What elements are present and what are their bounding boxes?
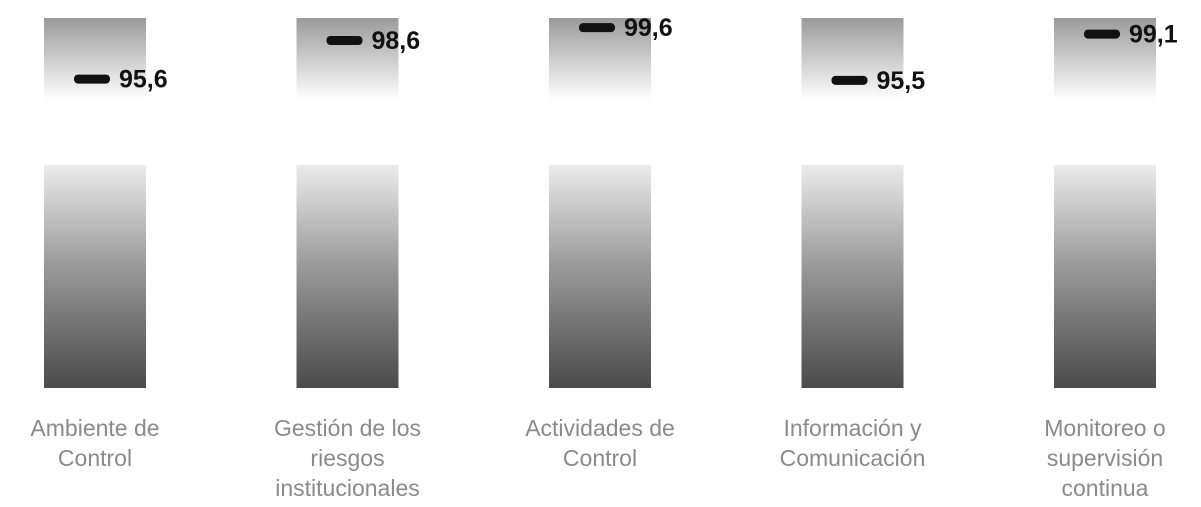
bar <box>296 165 399 388</box>
bars-layer <box>44 18 1156 388</box>
bar-upper-block <box>296 18 399 100</box>
markers-layer: 95,6 98,6 99,6 95,5 99,1 <box>74 14 1178 95</box>
category-label-line: Actividades de <box>525 415 675 441</box>
bar <box>44 165 146 388</box>
labels-layer: Ambiente de Control Gestión de los riesgos i… <box>30 415 1165 501</box>
bar <box>1054 165 1156 388</box>
category-label: Ambiente de Control <box>30 415 159 471</box>
value-marker <box>579 23 615 33</box>
category-label-line: Comunicación <box>780 445 926 471</box>
category-label-line: Monitoreo o <box>1044 415 1165 441</box>
data-label: 99,1 <box>1129 21 1178 49</box>
category-label: Actividades de Control <box>525 415 675 471</box>
category-label-line: riesgos <box>310 445 384 471</box>
data-label: 95,6 <box>119 66 168 94</box>
bar <box>801 165 904 388</box>
category-label-line: Control <box>58 445 132 471</box>
category-label-line: Información y <box>783 415 922 441</box>
data-label: 98,6 <box>372 27 421 55</box>
bar <box>549 165 651 388</box>
value-marker <box>326 36 363 45</box>
category-label-line: continua <box>1062 475 1149 501</box>
value-marker <box>831 75 868 85</box>
category-label-line: Ambiente de <box>30 415 159 441</box>
category-label: Información y Comunicación <box>780 415 926 471</box>
category-label: Monitoreo o supervisión continua <box>1044 415 1165 501</box>
data-label: 95,5 <box>877 67 926 95</box>
category-label-line: institucionales <box>275 475 419 501</box>
value-marker <box>74 74 110 84</box>
data-label: 99,6 <box>624 14 673 42</box>
category-label-line: Gestión de los <box>274 415 421 441</box>
bar-upper-block <box>44 18 146 100</box>
category-label-line: supervisión <box>1047 445 1163 471</box>
bar-upper-block <box>801 18 904 100</box>
category-label: Gestión de los riesgos institucionales <box>274 415 421 501</box>
category-label-line: Control <box>563 445 637 471</box>
value-marker <box>1084 29 1120 39</box>
